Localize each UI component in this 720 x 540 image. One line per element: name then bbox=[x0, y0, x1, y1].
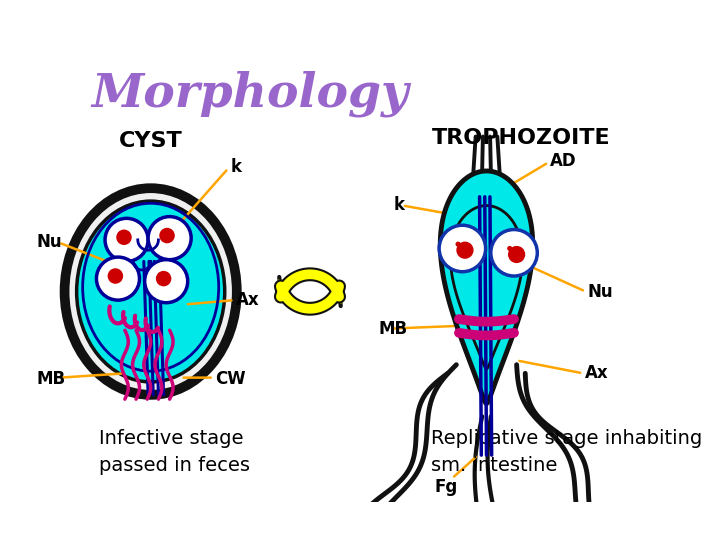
Circle shape bbox=[145, 260, 188, 303]
Text: TROPHOZOITE: TROPHOZOITE bbox=[431, 128, 611, 148]
Circle shape bbox=[107, 268, 123, 284]
Polygon shape bbox=[440, 171, 533, 403]
Circle shape bbox=[439, 225, 485, 272]
Ellipse shape bbox=[76, 201, 225, 382]
Text: Fg: Fg bbox=[435, 478, 458, 496]
Circle shape bbox=[105, 218, 148, 261]
Circle shape bbox=[508, 246, 525, 263]
Text: Nu: Nu bbox=[588, 282, 613, 301]
Circle shape bbox=[148, 217, 191, 260]
Circle shape bbox=[456, 241, 461, 247]
Text: Ax: Ax bbox=[585, 364, 608, 382]
Text: AD: AD bbox=[550, 152, 577, 170]
Text: MB: MB bbox=[379, 320, 408, 338]
Text: CW: CW bbox=[215, 370, 246, 388]
Circle shape bbox=[456, 241, 474, 259]
Text: k: k bbox=[394, 197, 405, 214]
Circle shape bbox=[96, 257, 140, 300]
Text: Morphology: Morphology bbox=[91, 70, 408, 117]
Text: k: k bbox=[230, 158, 242, 176]
Text: Infective stage
passed in feces: Infective stage passed in feces bbox=[99, 429, 250, 475]
Circle shape bbox=[116, 230, 132, 245]
Text: Replicative stage inhabiting
sm. intestine: Replicative stage inhabiting sm. intesti… bbox=[431, 429, 702, 475]
Polygon shape bbox=[440, 171, 533, 403]
Text: Nu: Nu bbox=[36, 233, 62, 251]
Circle shape bbox=[491, 230, 537, 276]
Circle shape bbox=[507, 246, 513, 251]
Text: MB: MB bbox=[36, 370, 66, 388]
Text: Ax: Ax bbox=[236, 291, 259, 309]
Circle shape bbox=[156, 271, 171, 286]
Ellipse shape bbox=[65, 188, 237, 395]
Circle shape bbox=[159, 228, 175, 244]
Text: CYST: CYST bbox=[119, 131, 183, 151]
